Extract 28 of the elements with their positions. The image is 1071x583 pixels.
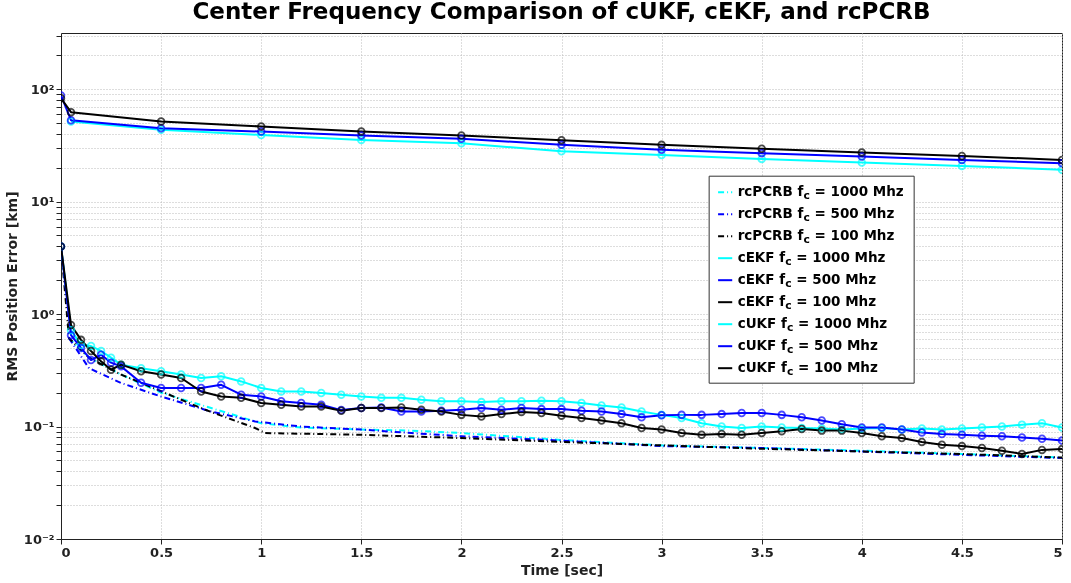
y-axis-title: RMS Position Error [km] — [3, 191, 20, 382]
y-tick-label: 10⁻² — [23, 531, 55, 547]
legend-label: rcPCRB f$_{c}$ = 500 Mhz — [737, 205, 895, 225]
legend-label: rcPCRB f$_{c}$ = 1000 Mhz — [737, 183, 904, 203]
y-tick-label: 10⁻¹ — [23, 419, 55, 435]
legend-label: cEKF f$_{c}$ = 100 Mhz — [737, 293, 877, 313]
x-tick-label: 3 — [657, 544, 667, 560]
legend-label: cEKF f$_{c}$ = 1000 Mhz — [737, 249, 886, 269]
x-tick-label: 5 — [1053, 544, 1063, 560]
x-tick-label: 4.5 — [950, 544, 974, 560]
x-axis-title: Time [sec] — [520, 561, 604, 578]
x-tick-label: 1.5 — [350, 544, 374, 560]
x-tick-label: 0 — [61, 544, 71, 560]
legend-label: cUKF f$_{c}$ = 1000 Mhz — [737, 315, 888, 335]
legend-label: rcPCRB f$_{c}$ = 100 Mhz — [737, 227, 895, 247]
x-tick-label: 2 — [457, 544, 467, 560]
legend-label: cUKF f$_{c}$ = 100 Mhz — [737, 359, 878, 379]
x-tick-label: 1 — [257, 544, 267, 560]
x-tick-label: 2.5 — [550, 544, 574, 560]
y-tick-label: 10² — [30, 81, 55, 97]
y-tick-label: 10⁰ — [30, 306, 55, 322]
y-tick-label: 10¹ — [30, 194, 55, 210]
legend-label: cEKF f$_{c}$ = 500 Mhz — [737, 271, 877, 291]
legend-label: cUKF f$_{c}$ = 500 Mhz — [737, 337, 878, 357]
x-tick-label: 4 — [857, 544, 867, 560]
x-tick-label: 0.5 — [150, 544, 174, 560]
x-tick-label: 3.5 — [750, 544, 774, 560]
chart-title: Center Frequency Comparison of cUKF, cEKF, and rcPCRB — [192, 0, 931, 24]
